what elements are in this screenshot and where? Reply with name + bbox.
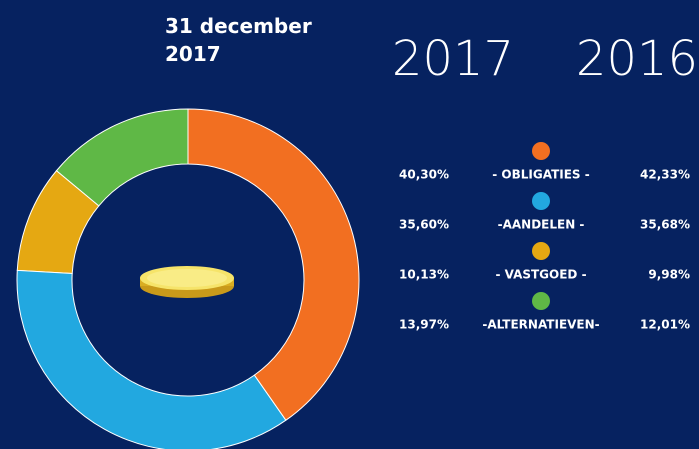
- value-label: 10,13%: [399, 268, 449, 282]
- year-header: 2017: [392, 31, 514, 87]
- value-label: 13,97%: [399, 318, 449, 332]
- value-label: 42,33%: [640, 168, 690, 182]
- legend-marker: [532, 142, 550, 160]
- legend-marker: [532, 242, 550, 260]
- coin: [140, 266, 234, 298]
- value-label: 12,01%: [640, 318, 690, 332]
- value-label: 9,98%: [648, 268, 690, 282]
- year-header: 2016: [576, 31, 698, 87]
- legend-label: - VASTGOED -: [495, 268, 586, 282]
- value-label: 40,30%: [399, 168, 449, 182]
- legend-label: -ALTERNATIEVEN-: [482, 318, 599, 332]
- chart-title: 31 december 2017: [165, 14, 312, 66]
- legend-label: -AANDELEN -: [498, 218, 585, 232]
- pie-slice: [16, 170, 100, 274]
- legend-table: 2017 2016 - OBLIGATIES - 40,30% 42,33% -AANDE…: [392, 31, 698, 332]
- legend-label: - OBLIGATIES -: [492, 168, 589, 182]
- value-label: 35,68%: [640, 218, 690, 232]
- pie-slice: [16, 269, 287, 449]
- value-label: 35,60%: [399, 218, 449, 232]
- pie-slice: [187, 108, 360, 421]
- legend-marker: [532, 292, 550, 310]
- legend-marker: [532, 192, 550, 210]
